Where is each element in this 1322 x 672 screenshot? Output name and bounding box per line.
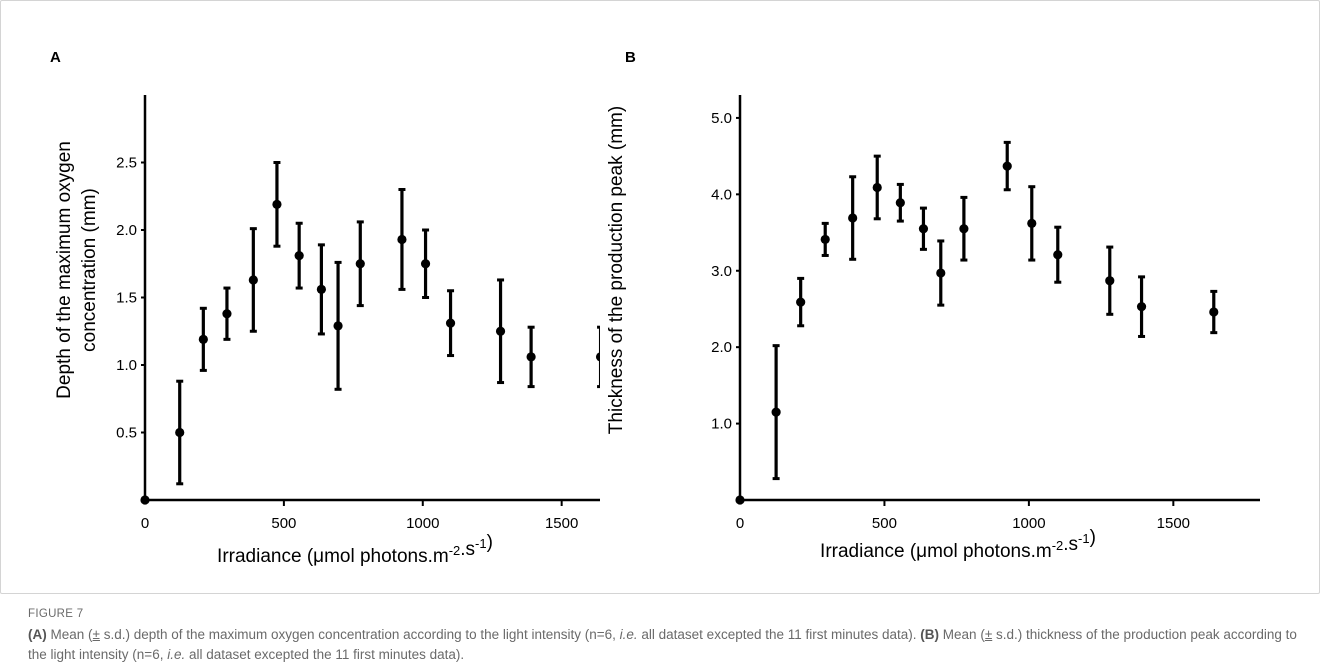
- y-axis-title: Thickness of the production peak (mm): [606, 106, 627, 434]
- data-point: [895, 198, 905, 208]
- x-tick-label: 500: [872, 515, 897, 532]
- caption-a-pre: Mean (: [46, 627, 93, 642]
- data-point: [294, 251, 304, 261]
- data-point: [796, 297, 806, 307]
- data-point: [526, 352, 536, 362]
- y-tick-label: 4.0: [711, 186, 732, 203]
- data-point: [445, 318, 456, 328]
- chart-panel-a: A 0 500 1000 1500 0.5 1.0 1.5 2.0 2.5 Irradiance (…: [50, 49, 600, 567]
- data-point: [175, 427, 185, 438]
- x-tick-label: 1500: [545, 515, 578, 532]
- caption-b-ie: i.e.: [167, 647, 186, 662]
- caption-a-mid: s.d.) depth of the maximum oxygen concen…: [99, 627, 620, 642]
- caption-b-mid: s.d.) thickness of the production peak a…: [28, 627, 1297, 662]
- data-point: [198, 334, 208, 344]
- y-tick-label: 1.5: [116, 290, 137, 307]
- caption-a-tag: (A): [28, 627, 47, 642]
- x-axis-title: Irradiance (μmol photons.m-2.s-1): [820, 527, 1096, 562]
- data-point: [140, 495, 150, 505]
- y-tick-label: 1.0: [711, 416, 732, 433]
- data-point: [771, 407, 781, 417]
- panel-letter-b: B: [625, 49, 636, 66]
- figure-frame: [0, 0, 1320, 594]
- x-tick-label: 1500: [1157, 515, 1190, 532]
- data-point: [1209, 307, 1219, 317]
- x-tick-label: 1000: [1012, 515, 1045, 532]
- data-point: [918, 224, 929, 234]
- y-axis-title: concentration (mm): [79, 188, 100, 352]
- data-point: [355, 259, 365, 269]
- data-point: [316, 284, 326, 294]
- y-tick-label: 3.0: [711, 263, 732, 280]
- caption-b-pm: ±: [984, 627, 993, 642]
- data-point: [820, 234, 830, 245]
- y-axis-title: Depth of the maximum oxygen: [54, 141, 75, 399]
- chart-panel-b: B 0 500 1000 1500 1.0 2.0 3.0 4.0 5.0 Irradiance (…: [606, 49, 1260, 562]
- data-point: [936, 268, 946, 278]
- data-point: [735, 495, 745, 505]
- data-point: [1002, 161, 1012, 171]
- y-tick-label: 0.5: [116, 425, 137, 442]
- data-point: [248, 275, 258, 285]
- data-point: [333, 321, 343, 331]
- figure-caption: FIGURE 7 (A) Mean (± s.d.) depth of the …: [28, 604, 1298, 665]
- data-point: [420, 259, 431, 269]
- x-axis-title: Irradiance (μmol photons.m-2.s-1): [217, 532, 493, 567]
- y-tick-label: 2.0: [116, 222, 137, 239]
- caption-a-pm: ±: [92, 627, 100, 642]
- x-tick-label: 1000: [406, 515, 439, 532]
- y-tick-label: 2.0: [711, 339, 732, 356]
- caption-a-post: all dataset excepted the 11 first minute…: [637, 627, 921, 642]
- y-tick-label: 1.0: [116, 357, 137, 374]
- caption-b-pre: Mean (: [939, 627, 985, 642]
- data-point: [495, 326, 506, 336]
- data-point: [1027, 218, 1037, 228]
- caption-b-tag: (B): [920, 627, 940, 642]
- x-tick-label: 500: [271, 515, 296, 532]
- x-tick-label: 0: [141, 515, 149, 532]
- y-tick-label: 5.0: [711, 110, 732, 127]
- data-point: [397, 234, 407, 245]
- caption-b-post: all dataset excepted the 11 first minute…: [185, 647, 465, 662]
- data-point: [959, 224, 969, 234]
- data-point: [1136, 302, 1147, 312]
- data-point: [595, 352, 600, 362]
- data-point: [222, 309, 232, 319]
- data-point: [1053, 250, 1063, 260]
- data-point: [872, 182, 882, 193]
- y-tick-label: 2.5: [116, 155, 137, 172]
- x-tick-label: 0: [736, 515, 744, 532]
- panel-letter-a: A: [50, 49, 61, 66]
- data-point: [1105, 276, 1115, 286]
- caption-a-ie: i.e.: [619, 627, 638, 642]
- data-point: [848, 213, 858, 223]
- data-point: [272, 199, 282, 209]
- figure-label: FIGURE 7: [28, 608, 84, 620]
